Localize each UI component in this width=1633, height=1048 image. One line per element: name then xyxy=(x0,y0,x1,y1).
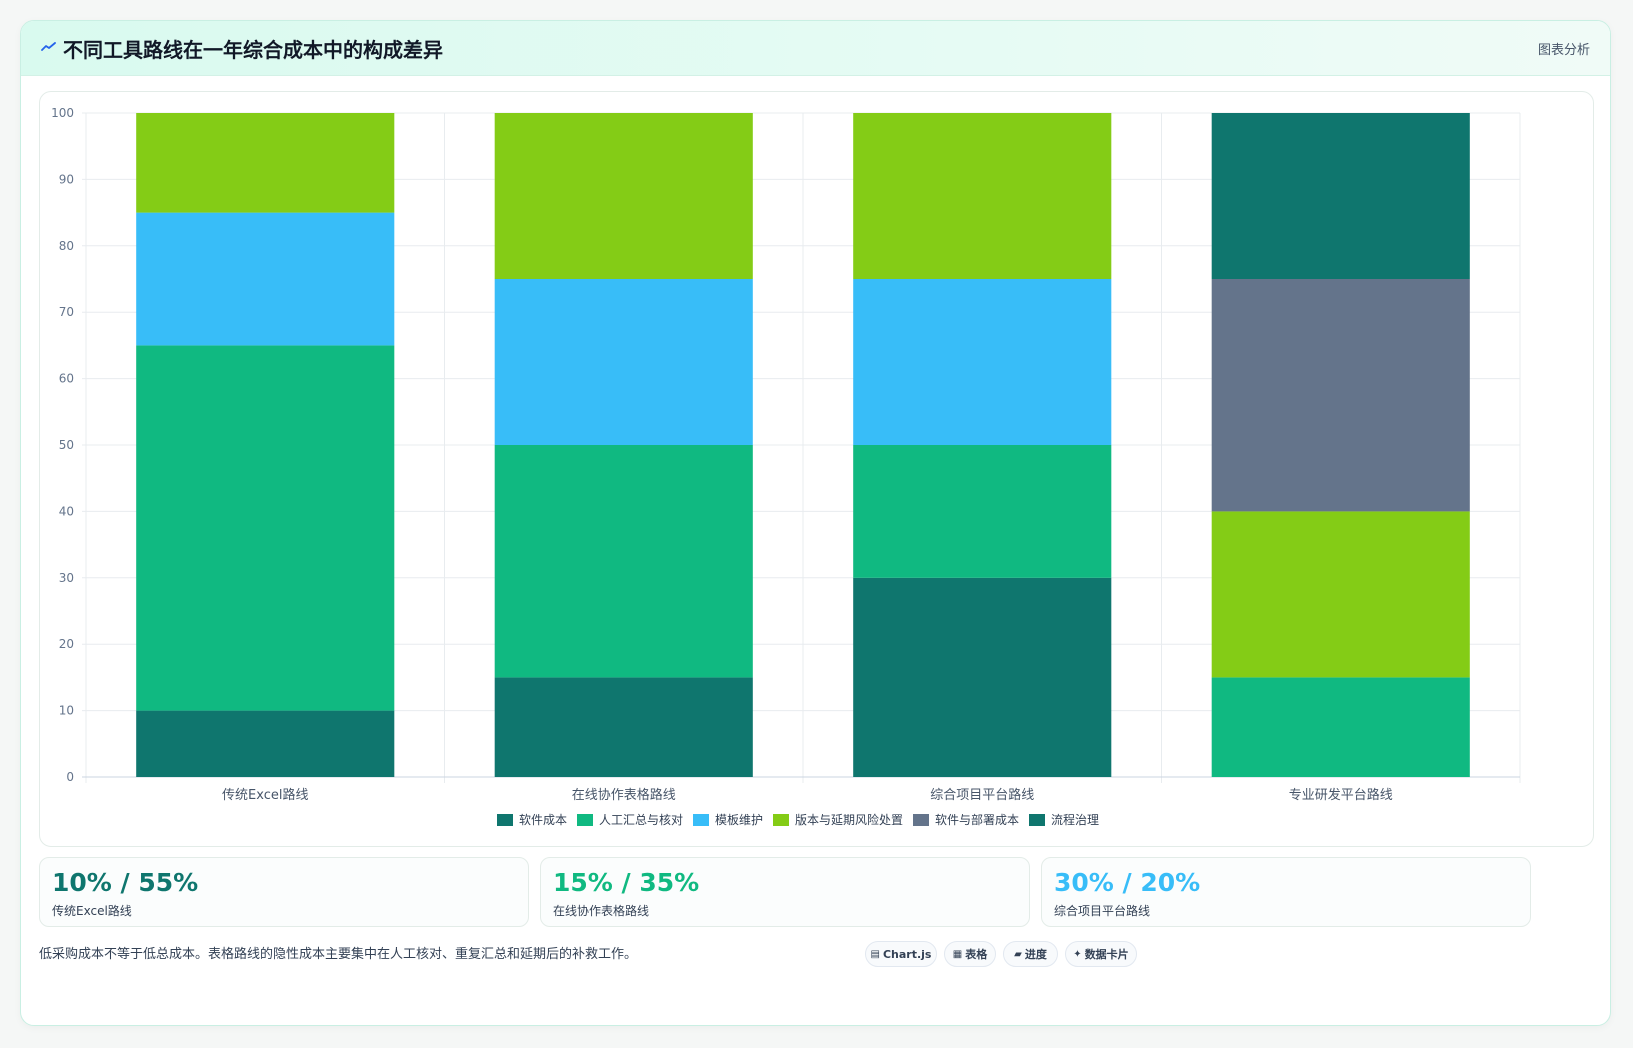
stat-value: 10% / 55% xyxy=(52,868,199,897)
sparkle-icon: ✦ xyxy=(1073,948,1082,960)
bar-segment xyxy=(1211,279,1470,512)
page-title: 不同工具路线在一年综合成本中的构成差异 xyxy=(63,38,443,62)
table-icon: ▦ xyxy=(952,948,963,960)
tag-label: 数据卡片 xyxy=(1084,948,1129,961)
chart-area: 0 10 20 30 40 50 60 70 80 90 100 传统Excel路线 在线协作表格路线 综… xyxy=(39,91,1594,847)
bar-segment xyxy=(853,113,1112,279)
y-tick-label: 80 xyxy=(59,239,74,253)
legend-label: 版本与延期风险处置 xyxy=(795,812,903,827)
bar-segment xyxy=(853,279,1112,445)
chart-card: 不同工具路线在一年综合成本中的构成差异 图表分析 0 10 20 30 40 50 60 70… xyxy=(20,20,1611,1026)
tag-chartjs[interactable]: ▤ Chart.js xyxy=(865,941,937,967)
bar-segment xyxy=(136,710,395,777)
legend-swatch xyxy=(773,814,789,826)
bar-segment xyxy=(853,577,1112,777)
stat-card-project-platform: 30% / 20% 综合项目平台路线 xyxy=(1041,857,1531,927)
bar-segment xyxy=(1211,113,1470,279)
bar-segment xyxy=(136,345,395,711)
bar-segment xyxy=(494,445,753,678)
y-tick-label: 0 xyxy=(66,770,74,784)
progress-icon: ▰ xyxy=(1014,948,1022,960)
legend-label: 模板维护 xyxy=(715,813,763,827)
bar-segment xyxy=(853,445,1112,578)
y-tick-label: 40 xyxy=(59,504,74,518)
y-tick-label: 100 xyxy=(51,106,74,120)
bar-segment xyxy=(494,113,753,279)
stat-card-online-sheet: 15% / 35% 在线协作表格路线 xyxy=(540,857,1030,927)
bar-segment xyxy=(494,677,753,777)
x-tick-label: 综合项目平台路线 xyxy=(930,787,1034,803)
tag-table[interactable]: ▦ 表格 xyxy=(944,941,996,967)
legend-label: 软件与部署成本 xyxy=(935,812,1019,827)
bar-segment xyxy=(1211,677,1470,777)
stat-value: 30% / 20% xyxy=(1054,868,1201,897)
y-tick-label: 90 xyxy=(59,172,74,186)
stat-label: 在线协作表格路线 xyxy=(553,904,650,918)
y-tick-label: 70 xyxy=(59,305,74,319)
legend-swatch xyxy=(693,814,709,826)
stat-label: 传统Excel路线 xyxy=(52,904,132,918)
chart-line-icon xyxy=(41,42,56,51)
stat-value: 15% / 35% xyxy=(553,868,700,897)
chart-icon: ▤ xyxy=(870,948,880,960)
tag-label: 进度 xyxy=(1024,948,1047,961)
stat-label: 综合项目平台路线 xyxy=(1054,904,1151,918)
tag-progress[interactable]: ▰ 进度 xyxy=(1003,941,1058,967)
bar-segment xyxy=(136,212,395,346)
legend-swatch xyxy=(497,814,513,826)
legend-label: 流程治理 xyxy=(1051,812,1099,827)
tag-data-cards[interactable]: ✦ 数据卡片 xyxy=(1065,941,1137,967)
bar-segment xyxy=(1211,511,1470,678)
legend-swatch xyxy=(913,814,929,826)
tag-label: Chart.js xyxy=(882,947,932,961)
x-tick-label: 在线协作表格路线 xyxy=(572,787,676,803)
x-tick-label: 传统Excel路线 xyxy=(222,787,308,803)
legend-label: 人工汇总与核对 xyxy=(599,813,683,827)
stacked-bar-chart: 0 10 20 30 40 50 60 70 80 90 100 传统Excel路线 在线协作表格路线 综… xyxy=(51,106,1521,827)
legend-label: 软件成本 xyxy=(519,813,567,827)
y-tick-label: 30 xyxy=(59,571,74,585)
bar-segment xyxy=(136,113,395,213)
tag-label: 表格 xyxy=(965,948,988,961)
bar-segment xyxy=(494,279,753,445)
y-tick-label: 20 xyxy=(59,637,74,651)
legend-swatch xyxy=(577,814,593,826)
chart-analysis-label: 图表分析 xyxy=(1537,43,1590,58)
card-header: 不同工具路线在一年综合成本中的构成差异 图表分析 xyxy=(21,21,1610,76)
x-tick-label: 专业研发平台路线 xyxy=(1289,787,1393,803)
legend-swatch xyxy=(1029,814,1045,826)
footnote: 低采购成本不等于低总成本。表格路线的隐性成本主要集中在人工核对、重复汇总和延期后… xyxy=(39,947,638,962)
stat-card-excel: 10% / 55% 传统Excel路线 xyxy=(39,857,529,927)
y-tick-label: 60 xyxy=(59,372,74,386)
y-tick-label: 50 xyxy=(59,438,74,452)
y-tick-label: 10 xyxy=(59,704,74,718)
